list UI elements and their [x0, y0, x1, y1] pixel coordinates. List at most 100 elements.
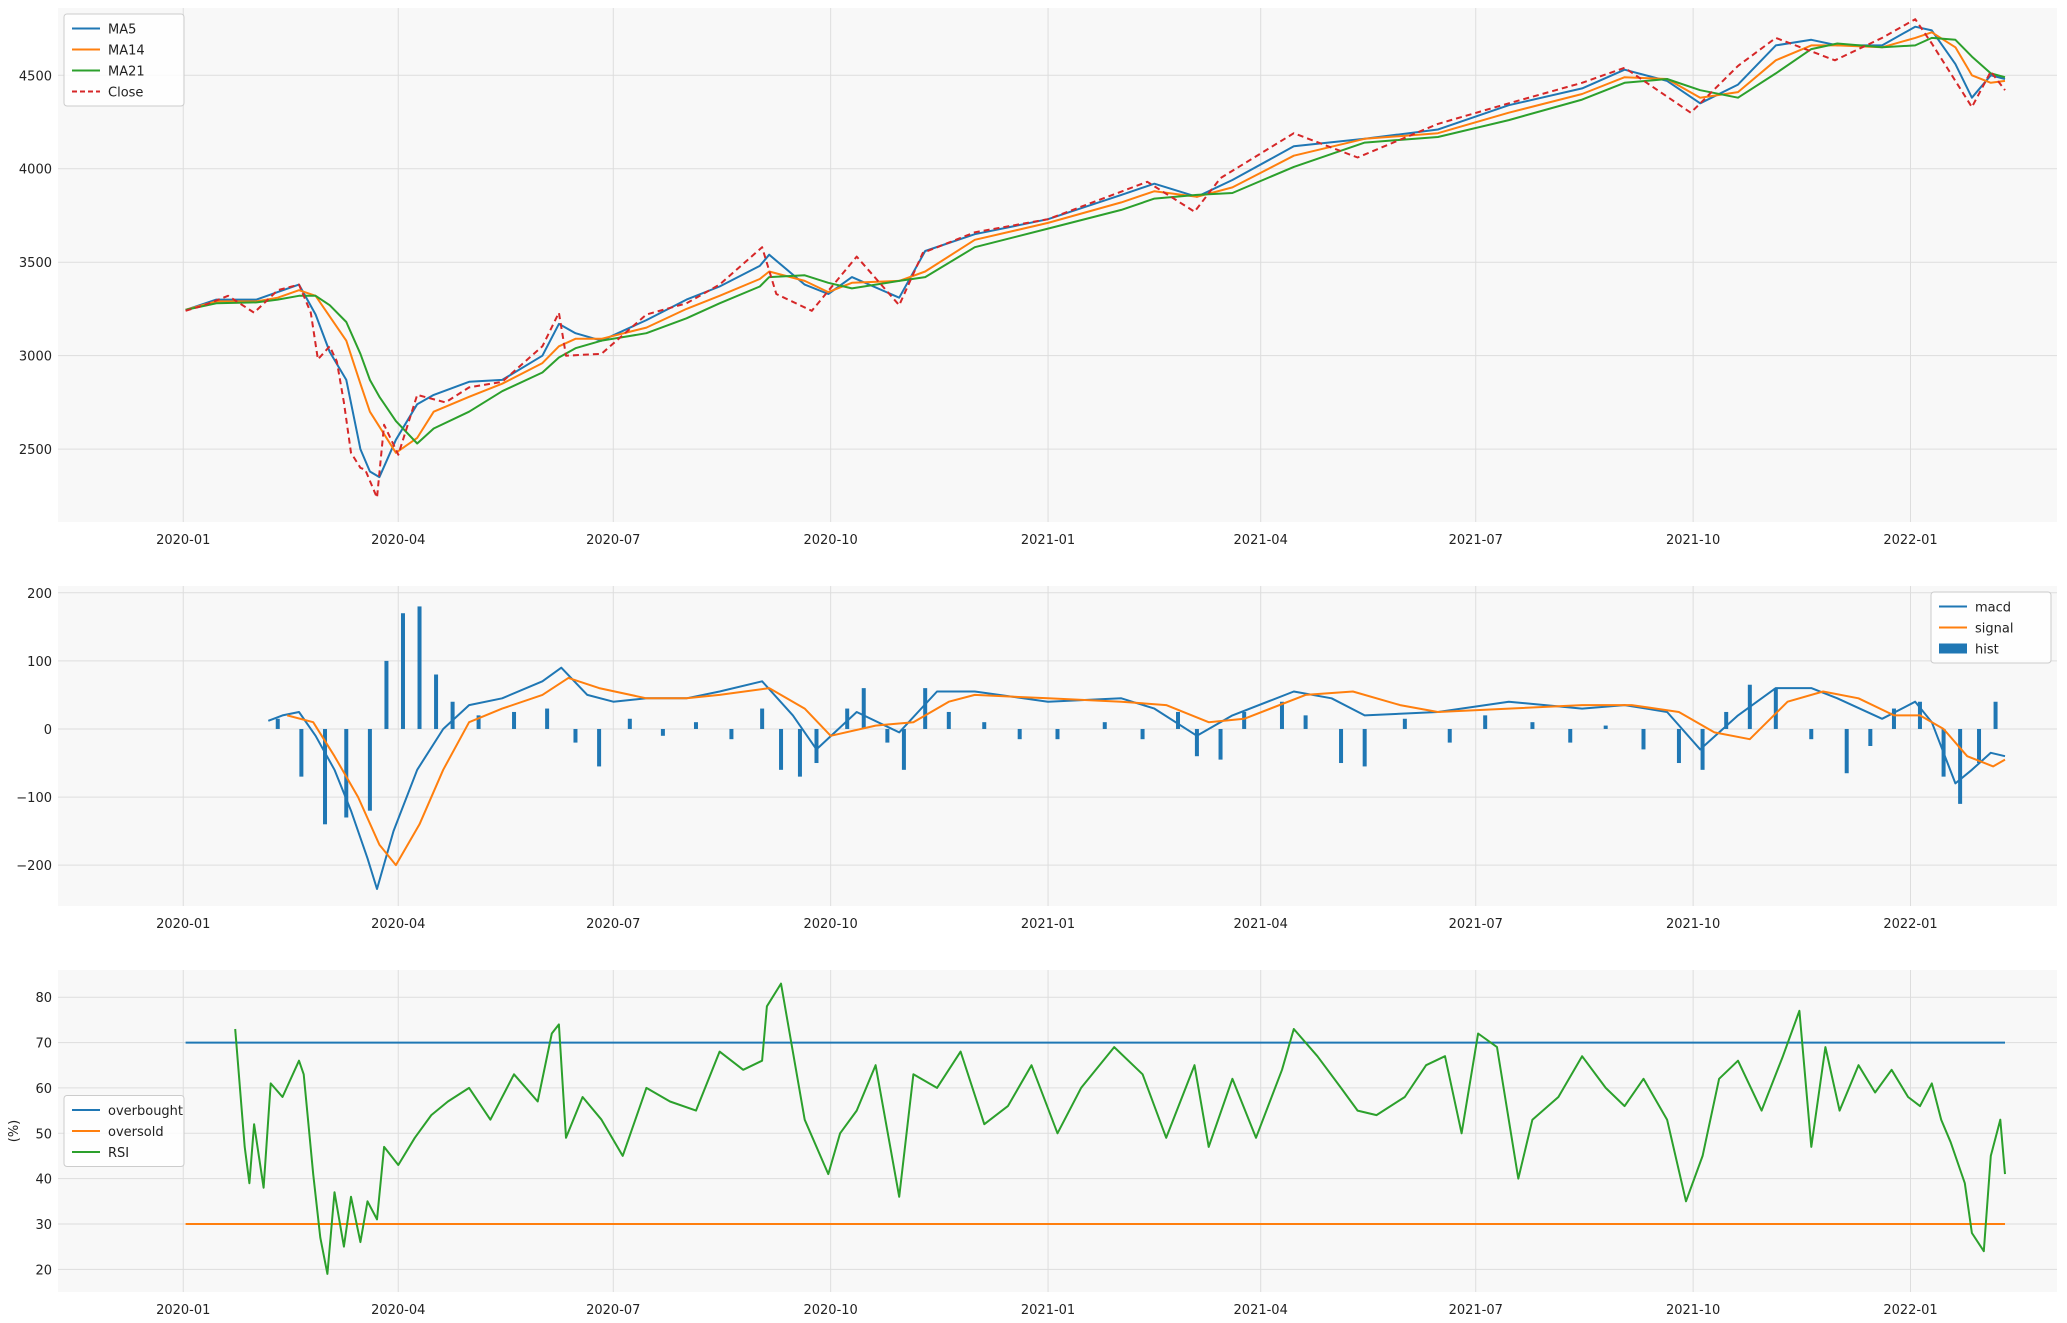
hist-bar — [1809, 728, 1814, 740]
hist-bar — [760, 708, 765, 729]
x-tick-label: 2021-07 — [1449, 917, 1503, 932]
series-line — [185, 18, 2006, 499]
x-tick-label: 2020-04 — [371, 1303, 425, 1318]
hist-bar — [1447, 728, 1452, 743]
x-tick-label: 2022-01 — [1883, 533, 1937, 548]
price-panel: 2020-01 2020-04 2020-07 2020-10 2021-01 2021-… — [19, 8, 2057, 548]
hist-bar — [299, 728, 304, 777]
x-tick-label: 2020-04 — [371, 533, 425, 548]
series-line — [234, 982, 2006, 1275]
hist-bar — [1603, 725, 1608, 729]
hist-bar — [1303, 715, 1308, 729]
x-tick-label: 2021-01 — [1021, 1303, 1075, 1318]
legend: MA5 MA14 MA21 Close — [63, 13, 185, 107]
hist-bar — [1055, 728, 1060, 740]
hist-bar — [344, 728, 349, 818]
hist-bar — [434, 674, 439, 729]
legend: overbought oversold RSI — [63, 1095, 185, 1167]
legend-label: Close — [108, 86, 143, 101]
x-tick-label: 2021-07 — [1449, 533, 1503, 548]
x-tick-label: 2020-07 — [586, 1303, 640, 1318]
y-tick-label: 20 — [35, 1263, 52, 1278]
y-tick-label: 100 — [27, 655, 52, 670]
legend-label: overbought — [108, 1104, 183, 1119]
x-tick-label: 2020-10 — [803, 533, 857, 548]
x-tick-label: 2021-04 — [1234, 917, 1288, 932]
hist-bar — [1700, 728, 1705, 770]
hist-bar — [417, 606, 422, 729]
legend-label: oversold — [108, 1125, 164, 1140]
series-MA5 — [185, 25, 2006, 479]
legend-label: hist — [1975, 643, 1999, 658]
series-line — [286, 676, 2006, 867]
y-tick-label: 3500 — [19, 256, 52, 271]
x-tick-label: 2021-10 — [1666, 1303, 1720, 1318]
x-tick-label: 2021-10 — [1666, 917, 1720, 932]
hist-bar — [861, 688, 866, 729]
legend-box — [63, 13, 185, 107]
hist-bar — [797, 728, 802, 777]
series-line — [185, 36, 2006, 445]
x-tick-label: 2022-01 — [1883, 1303, 1937, 1318]
legend-item-MA5: MA5 — [72, 23, 136, 38]
hist-bar — [1641, 728, 1646, 750]
legend-item-Close: Close — [72, 86, 143, 101]
hist-bar — [400, 613, 405, 729]
hist-bar — [1773, 688, 1778, 729]
hist-bar — [1530, 722, 1535, 729]
legend-label: signal — [1975, 622, 2013, 637]
x-tick-label: 2020-01 — [156, 917, 210, 932]
y-tick-label: 3000 — [19, 350, 52, 365]
y-tick-label: 4500 — [19, 69, 52, 84]
y-tick-label: 70 — [35, 1037, 52, 1052]
legend-item-hist: hist — [1939, 643, 1999, 658]
hist-bar — [1977, 728, 1982, 764]
hist-bar — [1958, 728, 1963, 804]
hist-bar — [573, 728, 578, 743]
x-tick-label: 2020-10 — [803, 917, 857, 932]
hist-bar — [275, 718, 280, 729]
plot-area — [58, 586, 2057, 906]
legend-item-oversold: oversold — [72, 1125, 164, 1140]
y-tick-label: 50 — [35, 1127, 52, 1142]
hist-bar — [1242, 711, 1247, 729]
hist-bar — [814, 728, 819, 764]
macd-panel: 2020-01 2020-04 2020-07 2020-10 2021-01 2021-… — [16, 586, 2057, 932]
x-tick-label: 2021-07 — [1449, 1303, 1503, 1318]
y-tick-label: 40 — [35, 1173, 52, 1188]
x-axis: 2020-01 2020-04 2020-07 2020-10 2021-01 2021-… — [156, 586, 1938, 932]
x-axis: 2020-01 2020-04 2020-07 2020-10 2021-01 2021-… — [156, 8, 1938, 548]
x-tick-label: 2022-01 — [1883, 917, 1937, 932]
hist-bar — [982, 722, 987, 729]
hist-bar — [512, 711, 517, 729]
legend-item-RSI: RSI — [72, 1146, 129, 1161]
hist-bar — [597, 728, 602, 767]
legend-label: macd — [1975, 601, 2011, 616]
hist-bar — [323, 728, 328, 825]
hist-bar — [1218, 728, 1223, 760]
hist-bar — [660, 728, 665, 736]
hist-bar — [1844, 728, 1849, 774]
series-macd — [267, 666, 2006, 890]
legend-item-MA14: MA14 — [72, 44, 145, 59]
hist-bar — [384, 660, 389, 729]
hist-bar — [1339, 728, 1344, 764]
legend-swatch — [1939, 643, 1967, 654]
hist-bar — [1568, 728, 1573, 743]
hist-bar — [476, 715, 481, 729]
hist-bar — [779, 728, 784, 770]
hist-bar — [1891, 708, 1896, 729]
y-tick-label: 30 — [35, 1218, 52, 1233]
hist-bar — [1402, 718, 1407, 729]
hist-bar — [1676, 728, 1681, 764]
y-tick-label: 0 — [44, 723, 52, 738]
x-tick-label: 2020-07 — [586, 533, 640, 548]
series-signal — [286, 676, 2006, 867]
series-hist — [275, 606, 1998, 825]
hist-bar — [885, 728, 890, 743]
y-tick-label: 80 — [35, 991, 52, 1006]
hist-bar — [923, 688, 928, 729]
rsi-panel: 2020-01 2020-04 2020-07 2020-10 2021-01 2021-… — [7, 970, 2057, 1318]
hist-bar — [545, 708, 550, 729]
